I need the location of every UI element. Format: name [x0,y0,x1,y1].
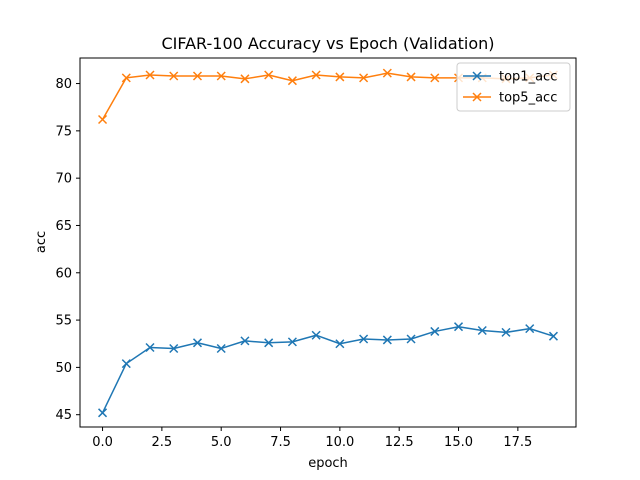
data-point-top5_acc-10 [335,72,345,82]
x-tick-label: 10.0 [325,435,354,450]
data-point-top1_acc-10 [335,339,345,349]
x-tick-label: 5.0 [211,435,232,450]
x-tick-label: 7.5 [270,435,291,450]
data-point-top5_acc-13 [406,72,416,82]
legend: top1_acc top5_acc [456,62,571,112]
legend-label-top5_acc: top5_acc [499,91,557,106]
data-point-top1_acc-9 [311,330,321,340]
data-point-top5_acc-1 [121,73,131,83]
data-point-top1_acc-17 [501,327,511,337]
y-tick-label: 55 [55,314,72,329]
legend-marker-top1_acc [472,71,482,81]
data-point-top1_acc-7 [264,338,274,348]
data-point-top1_acc-19 [548,331,558,341]
y-tick-label: 75 [55,124,72,139]
legend-box [456,62,571,112]
x-tick-label: 17.5 [503,435,532,450]
data-point-top5_acc-14 [430,73,440,83]
axes-frame [79,57,577,428]
data-point-top1_acc-14 [430,326,440,336]
data-point-top1_acc-0 [98,408,108,418]
data-point-top1_acc-15 [453,322,464,332]
data-point-top5_acc-6 [240,74,250,84]
x-tick-label: 0.0 [92,435,113,450]
y-tick-label: 50 [55,361,72,376]
data-point-top5_acc-9 [311,70,321,80]
y-tick-label: 45 [55,408,72,423]
data-point-top1_acc-4 [192,338,203,348]
data-point-top5_acc-5 [216,71,226,81]
data-point-top1_acc-2 [145,342,155,353]
data-point-top1_acc-3 [169,343,179,353]
data-point-top1_acc-5 [216,343,226,353]
data-point-top5_acc-12 [382,68,392,78]
data-point-top1_acc-16 [477,325,487,336]
y-axis-label: acc [34,231,49,253]
legend-label-top1_acc: top1_acc [499,70,557,85]
y-tick-label: 60 [55,266,72,281]
data-point-top1_acc-12 [382,335,392,345]
data-point-top1_acc-11 [359,334,369,344]
chart-title: CIFAR-100 Accuracy vs Epoch (Validation) [161,34,494,53]
data-point-top1_acc-6 [240,336,250,346]
x-tick-label: 2.5 [152,435,173,450]
data-point-top5_acc-8 [287,76,297,86]
data-point-top1_acc-1 [121,359,131,369]
x-tick-label: 12.5 [385,435,414,450]
series-line-top1_acc [101,325,554,414]
data-point-top5_acc-7 [264,70,274,80]
y-tick-label: 70 [55,172,72,187]
data-point-top1_acc-13 [406,334,416,344]
x-tick-label: 15.0 [444,435,473,450]
y-tick-label: 80 [55,77,72,92]
data-point-top5_acc-0 [98,114,108,125]
data-point-top1_acc-18 [525,324,535,334]
data-point-top1_acc-8 [287,337,297,347]
y-tick-label: 65 [55,219,72,234]
legend-marker-top5_acc [472,92,482,102]
x-axis-label: epoch [308,456,348,471]
data-point-top5_acc-2 [145,70,155,80]
data-point-top5_acc-11 [359,73,369,83]
data-point-top5_acc-4 [192,71,203,81]
data-point-top5_acc-3 [169,71,179,81]
